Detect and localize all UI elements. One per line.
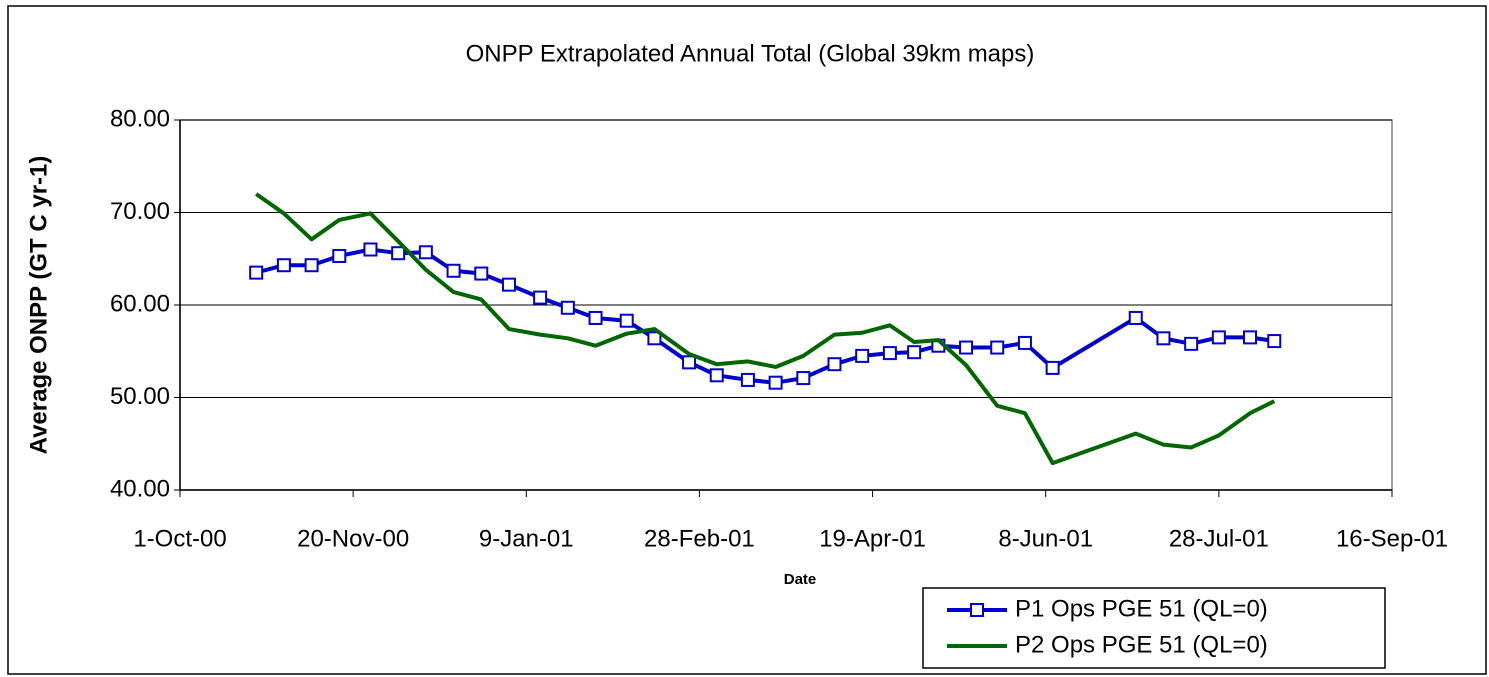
data-point — [332, 248, 347, 263]
data-point — [1184, 336, 1199, 351]
legend-box — [922, 587, 1386, 669]
data-point — [304, 258, 319, 273]
x-tick-label: 20-Nov-00 — [297, 525, 409, 552]
data-point — [682, 355, 697, 370]
data-point — [474, 266, 489, 281]
data-point — [1211, 330, 1226, 345]
data-point — [990, 340, 1005, 355]
data-point — [560, 300, 575, 315]
y-tick-label: 60.00 — [110, 290, 170, 317]
data-point — [619, 313, 634, 328]
x-tick-label: 19-Apr-01 — [819, 525, 926, 552]
data-point — [959, 340, 974, 355]
legend-marker — [970, 603, 984, 617]
data-point — [1243, 330, 1258, 345]
x-tick-label: 9-Jan-01 — [479, 525, 574, 552]
data-point — [276, 258, 291, 273]
data-point — [1156, 331, 1171, 346]
data-point — [1045, 360, 1060, 375]
y-tick-label: 80.00 — [110, 105, 170, 132]
data-point — [907, 345, 922, 360]
x-tick-label: 28-Feb-01 — [644, 525, 755, 552]
data-point — [740, 372, 755, 387]
chart-title: ONPP Extrapolated Annual Total (Global 3… — [466, 40, 1035, 67]
data-point — [249, 265, 264, 280]
data-point — [647, 331, 662, 346]
y-tick-label: 50.00 — [110, 383, 170, 410]
data-point — [768, 375, 783, 390]
chart-frame — [7, 5, 1487, 675]
y-axis-label: Average ONPP (GT C yr-1) — [25, 156, 52, 455]
data-point — [1267, 334, 1282, 349]
x-tick-label: 8-Jun-01 — [998, 525, 1093, 552]
data-point — [501, 277, 516, 292]
data-point — [588, 310, 603, 325]
data-point — [827, 357, 842, 372]
data-point — [418, 245, 433, 260]
y-tick-label: 40.00 — [110, 475, 170, 502]
data-point — [1017, 335, 1032, 350]
legend-label: P2 Ops PGE 51 (QL=0) — [1015, 631, 1268, 658]
x-axis-label: Date — [784, 571, 817, 588]
legend-label: P1 Ops PGE 51 (QL=0) — [1015, 595, 1268, 622]
data-point — [1128, 310, 1143, 325]
data-point — [882, 346, 897, 361]
data-point — [855, 348, 870, 363]
data-point — [363, 242, 378, 257]
x-tick-label: 1-Oct-00 — [133, 525, 226, 552]
data-point — [796, 371, 811, 386]
data-point — [446, 263, 461, 278]
data-point — [391, 246, 406, 261]
y-tick-label: 70.00 — [110, 198, 170, 225]
data-point — [533, 290, 548, 305]
data-point — [709, 368, 724, 383]
x-tick-label: 16-Sep-01 — [1336, 525, 1448, 552]
series-line — [255, 192, 1276, 466]
x-tick-label: 28-Jul-01 — [1169, 525, 1269, 552]
